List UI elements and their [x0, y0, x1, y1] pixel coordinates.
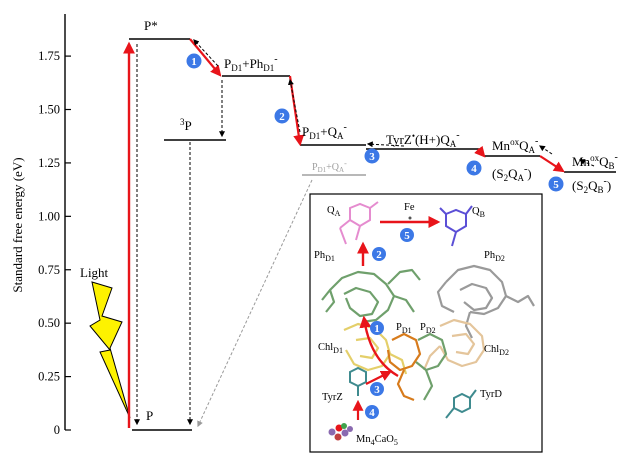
- chl-d2-structure: [422, 318, 486, 371]
- energy-levels: [129, 38, 616, 431]
- back-arrow-1: [193, 39, 219, 67]
- tyrd-structure: [445, 389, 477, 419]
- label-Pstar: P*: [144, 18, 158, 33]
- p-pair-structure: [386, 332, 448, 402]
- fe-atom: [408, 216, 412, 220]
- svg-text:1: 1: [374, 323, 380, 335]
- tyrd-label: TyrD: [480, 389, 502, 400]
- svg-text:1: 1: [191, 56, 197, 68]
- tyrz-structure: [349, 366, 367, 396]
- inset-frame: [309, 193, 543, 453]
- y-tick-label: 1.00: [38, 209, 60, 223]
- fe-label: Fe: [404, 202, 415, 213]
- back-arrow-4: [539, 145, 553, 155]
- pd2-label: PD2: [420, 322, 436, 335]
- qb-molecule: [439, 205, 473, 247]
- label-MnQB: MnoxQB-: [572, 152, 618, 171]
- chld2-label: ChlD2: [484, 344, 509, 357]
- y-tick-label: 0.75: [38, 263, 60, 277]
- step-3-marker: 3: [364, 148, 380, 164]
- svg-text:4: 4: [369, 407, 375, 419]
- y-tick-label: 1.75: [38, 49, 60, 63]
- y-tick-label: 1.25: [38, 156, 60, 170]
- back-arrow-2: [287, 78, 301, 133]
- svg-text:2: 2: [376, 249, 382, 261]
- tyrz-label: TyrZ: [322, 392, 343, 403]
- svg-text:2: 2: [279, 111, 285, 123]
- label-MnQB-state: (S2QB-): [572, 176, 611, 195]
- step-4-marker: 4: [466, 160, 482, 176]
- step-markers: 1 2 3 4 5: [186, 53, 564, 192]
- svg-text:3: 3: [374, 384, 380, 396]
- label-PD1QA: PD1+QA-: [302, 122, 347, 141]
- y-tick-label: 0: [54, 423, 60, 437]
- label-triplet: 3P: [180, 117, 192, 133]
- back-reaction-arrows: [134, 39, 595, 428]
- pheo-d1-structure: [321, 268, 421, 324]
- svg-text:3: 3: [369, 151, 375, 163]
- phd1-label: PhD1: [314, 250, 335, 263]
- y-axis: 0 0.25 0.50 0.75 1.00 1.25 1.50 1.75 Standard f…: [10, 14, 71, 437]
- inset-step-3-marker: 3: [370, 382, 384, 396]
- y-axis-ticks: 0 0.25 0.50 0.75 1.00 1.25 1.50 1.75: [38, 49, 71, 437]
- label-MnQA: MnoxQA-: [492, 136, 538, 155]
- inset-step-2-marker: 2: [372, 247, 386, 261]
- inset-step-4-marker: 4: [365, 405, 379, 419]
- svg-text:4: 4: [471, 163, 477, 175]
- step4-arrow: [474, 145, 486, 158]
- inset-step3-arrow: [365, 371, 392, 385]
- mn-cluster-label: Mn4CaO5: [356, 434, 398, 447]
- svg-text:5: 5: [404, 230, 410, 242]
- y-tick-label: 0.50: [38, 316, 60, 330]
- structure-inset: QA Fe 5 QB 2 PhD1 PhD2: [309, 193, 543, 453]
- inset-step-1-marker: 1: [370, 321, 384, 335]
- chld1-label: ChlD1: [318, 342, 343, 355]
- label-MnQA-state: (S2QA-): [492, 164, 532, 183]
- back-arrow-3: [366, 141, 405, 148]
- inset-step-5-marker: 5: [400, 228, 414, 242]
- qa-label: QA: [327, 205, 341, 218]
- label-P: P: [146, 408, 153, 423]
- step-1-marker: 1: [186, 53, 202, 69]
- label-PD1Ph: PD1+PhD1-: [224, 54, 278, 73]
- qa-molecule: [339, 201, 379, 245]
- mn-cluster: [328, 423, 353, 441]
- pheo-d2-structure: [436, 264, 535, 339]
- level-labels: P P* PD1+PhD1- 3P PD1+QA- PD1+QA- TyrZ•(…: [144, 18, 618, 423]
- step5-arrow: [539, 155, 565, 173]
- inset-step1-arrow: [359, 315, 399, 378]
- y-axis-label: Standard free energy (eV): [10, 157, 25, 292]
- label-TyrZ: TyrZ•(H+)QA-: [386, 130, 460, 149]
- pd1-label: PD1: [396, 322, 412, 335]
- label-PD1QA-pale: PD1+QA-: [312, 159, 347, 174]
- svg-text:5: 5: [553, 179, 559, 191]
- qb-label: QB: [472, 206, 485, 219]
- step-2-marker: 2: [274, 108, 290, 124]
- y-tick-label: 0.25: [38, 370, 60, 384]
- light-label: Light: [80, 265, 109, 280]
- lightning-icon: [89, 281, 131, 419]
- y-tick-label: 1.50: [38, 103, 60, 117]
- phd2-label: PhD2: [484, 250, 505, 263]
- pale-decay-arrow: [197, 179, 313, 428]
- step-5-marker: 5: [548, 176, 564, 192]
- back-arrow-5: [578, 159, 595, 167]
